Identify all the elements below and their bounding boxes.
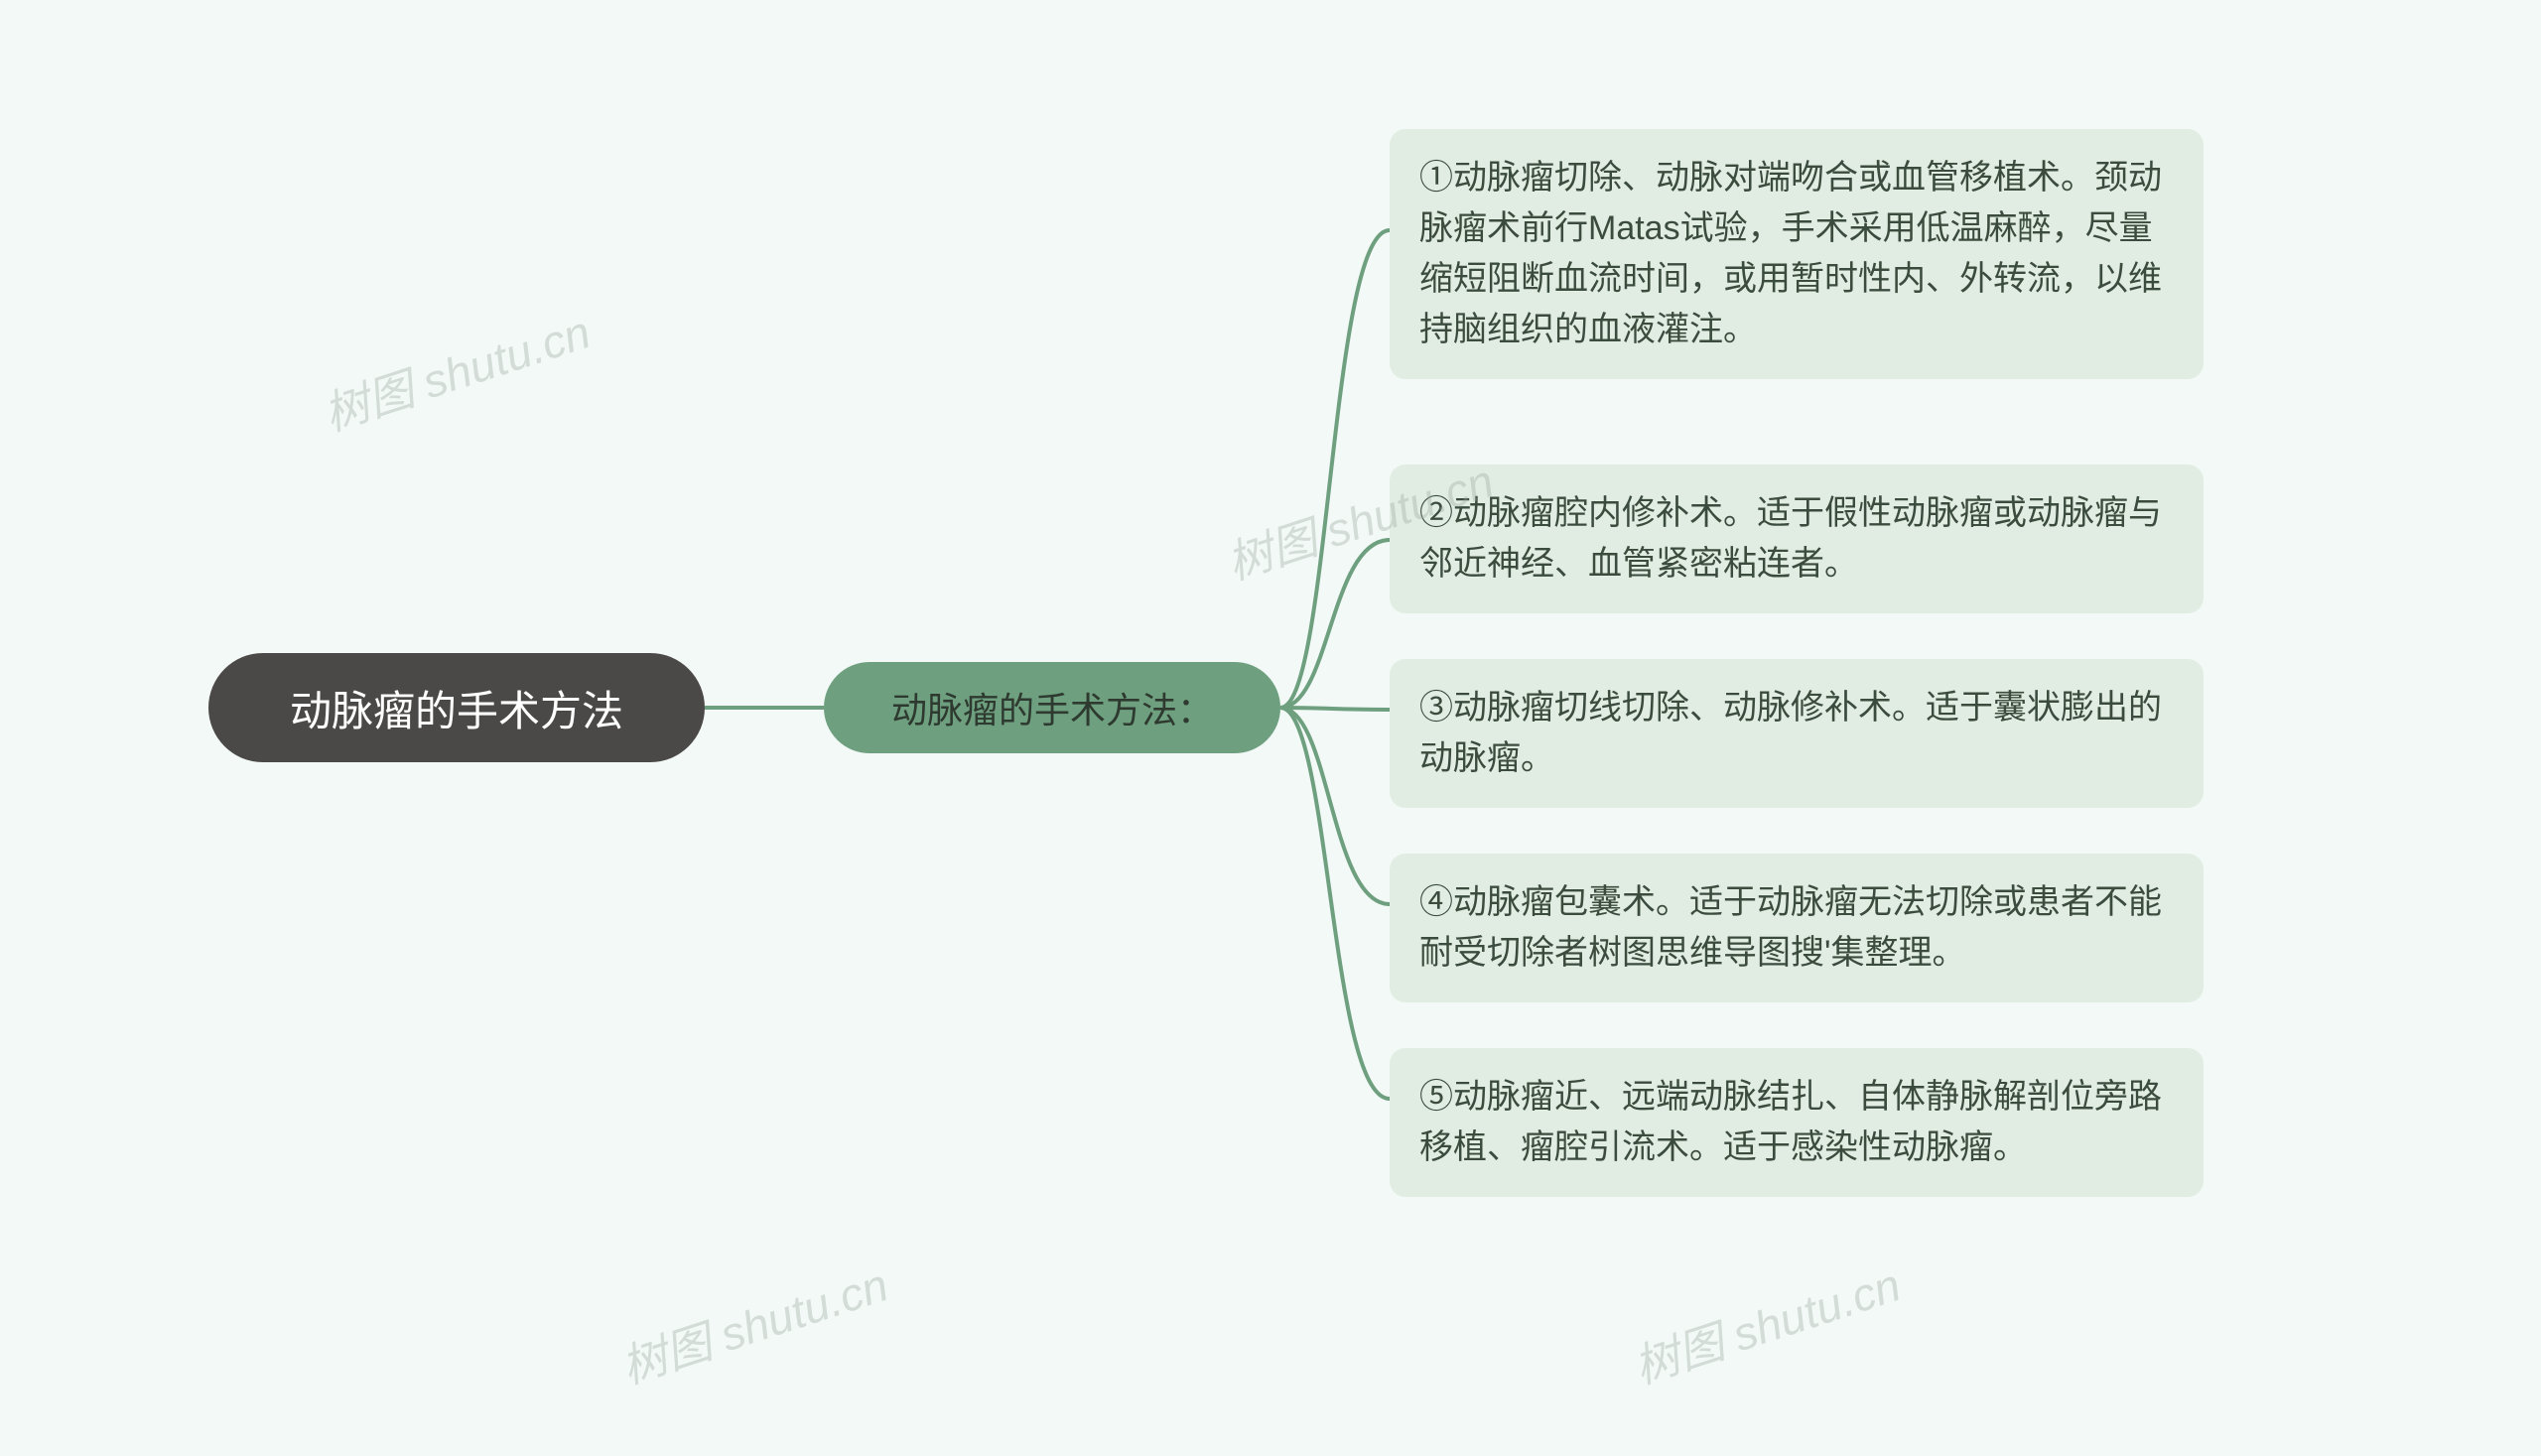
leaf-node-1[interactable]: ①动脉瘤切除、动脉对端吻合或血管移植术。颈动脉瘤术前行Matas试验，手术采用低…: [1390, 129, 2204, 379]
leaf-text: ⑤动脉瘤近、远端动脉结扎、自体静脉解剖位旁路移植、瘤腔引流术。适于感染性动脉瘤。: [1419, 1072, 2174, 1173]
leaf-text: ③动脉瘤切线切除、动脉修补术。适于囊状膨出的动脉瘤。: [1419, 683, 2174, 784]
mindmap-canvas: 动脉瘤的手术方法 动脉瘤的手术方法： ①动脉瘤切除、动脉对端吻合或血管移植术。颈…: [0, 0, 2541, 1456]
watermark: 树图 shutu.cn: [1625, 1250, 1908, 1397]
leaf-text: ①动脉瘤切除、动脉对端吻合或血管移植术。颈动脉瘤术前行Matas试验，手术采用低…: [1419, 153, 2174, 355]
root-label: 动脉瘤的手术方法: [290, 678, 623, 738]
leaf-node-3[interactable]: ③动脉瘤切线切除、动脉修补术。适于囊状膨出的动脉瘤。: [1390, 659, 2204, 808]
leaf-node-4[interactable]: ④动脉瘤包囊术。适于动脉瘤无法切除或患者不能耐受切除者树图思维导图搜'集整理。: [1390, 854, 2204, 1002]
watermark: 树图 shutu.cn: [612, 1250, 895, 1397]
leaf-text: ②动脉瘤腔内修补术。适于假性动脉瘤或动脉瘤与邻近神经、血管紧密粘连者。: [1419, 488, 2174, 590]
leaf-text: ④动脉瘤包囊术。适于动脉瘤无法切除或患者不能耐受切除者树图思维导图搜'集整理。: [1419, 877, 2174, 979]
level1-node[interactable]: 动脉瘤的手术方法：: [824, 662, 1280, 753]
leaf-node-2[interactable]: ②动脉瘤腔内修补术。适于假性动脉瘤或动脉瘤与邻近神经、血管紧密粘连者。: [1390, 464, 2204, 613]
root-node[interactable]: 动脉瘤的手术方法: [208, 653, 705, 762]
leaf-node-5[interactable]: ⑤动脉瘤近、远端动脉结扎、自体静脉解剖位旁路移植、瘤腔引流术。适于感染性动脉瘤。: [1390, 1048, 2204, 1197]
watermark: 树图 shutu.cn: [315, 297, 598, 445]
level1-label: 动脉瘤的手术方法：: [891, 682, 1213, 733]
